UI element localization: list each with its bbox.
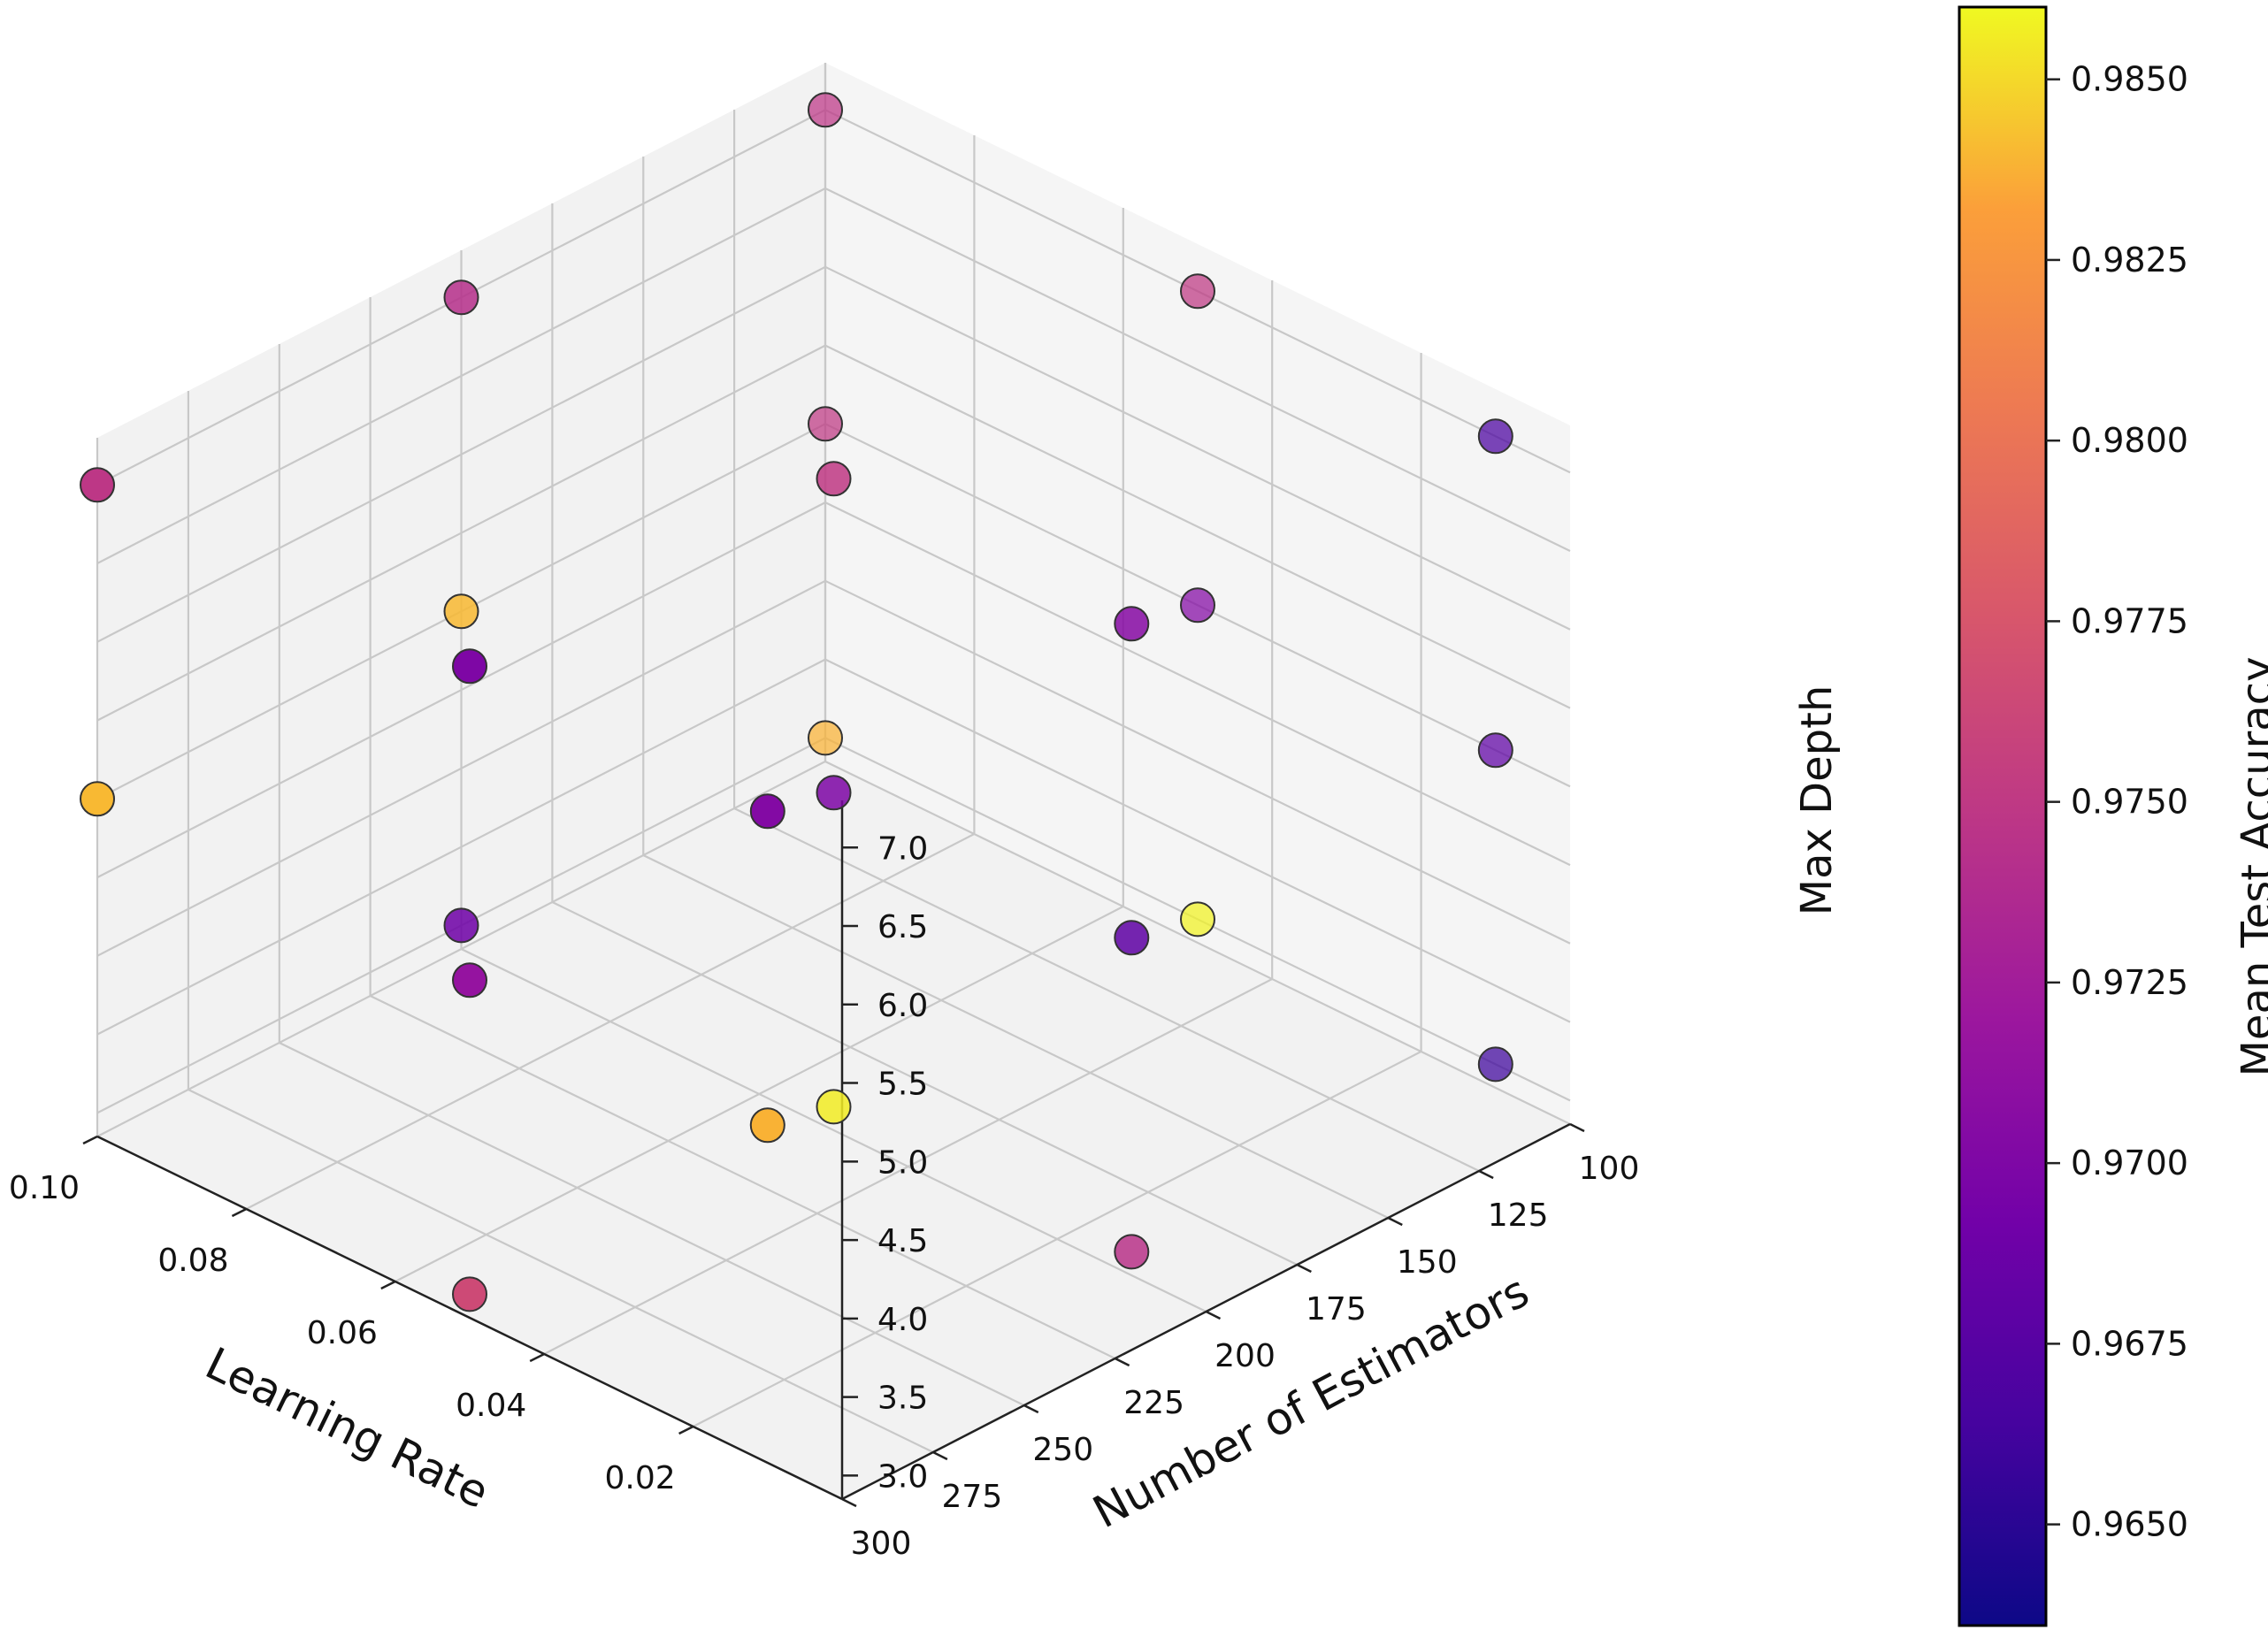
scatter-point [816,1089,852,1125]
gridline-z [96,344,1571,722]
x-axis-line [96,1135,843,1501]
z-tick-label: 3.5 [877,1381,928,1417]
y-tick [1023,1404,1039,1414]
gridline-z [96,187,1571,564]
gridline-y [824,63,1571,1125]
scatter-point [808,406,843,442]
colorbar-tick-label: 0.9750 [2071,783,2188,822]
scatter-point [1477,732,1513,769]
scatter-point [749,793,785,830]
scatter-point [808,720,843,756]
y-tick-label: 275 [942,1479,1003,1515]
scatter-point [816,461,852,497]
z-tick-label: 4.0 [877,1302,928,1338]
y-tick [932,1450,948,1461]
y-tick [1478,1169,1494,1180]
scatter-point [452,1276,487,1312]
y-tick [1205,1310,1222,1320]
colorbar-tick-label: 0.9675 [2071,1324,2188,1363]
x-axis-label: Learning Rate [198,1337,497,1519]
x-tick-label: 0.04 [456,1388,526,1424]
y-tick-label: 300 [851,1526,912,1562]
scatter-point [443,593,479,630]
gridline-z [96,658,1571,1036]
scatter-point [80,467,115,503]
z-tick-label: 6.0 [877,988,928,1024]
scatter-point [1180,901,1215,937]
y-tick-label: 175 [1306,1291,1367,1327]
y-tick [1296,1263,1312,1274]
gridline-y [369,297,1116,1359]
colorbar-tick-label: 0.9825 [2071,241,2188,279]
colorbar-tick-label: 0.9775 [2071,601,2188,640]
colorbar-label: Mean Test Accuracy [2233,657,2268,1077]
x-tick [82,1135,98,1145]
scatter-point [1180,273,1215,310]
y-tick [1569,1122,1585,1133]
scatter-point [1114,1234,1150,1270]
scatter-point [1180,587,1215,624]
z-tick-label: 3.0 [877,1458,928,1495]
y-tick-label: 100 [1579,1151,1640,1187]
colorbar-tick-label: 0.9650 [2071,1505,2188,1544]
scatter-point [1477,1046,1513,1083]
gridline-z [96,265,1571,643]
gridline-y [642,157,1389,1219]
scatter-point [443,279,479,316]
axis-layer: 0.10 0.08 0.06 0.04 0.02 100 125 150 175 200 225 25… [9,800,1639,1562]
x-tick-label: 0.10 [9,1170,80,1206]
gridline-y [460,250,1207,1312]
scatter-point [443,907,479,944]
scatter-point [816,775,852,811]
scatter-point [452,962,487,998]
scatter-point [452,648,487,685]
y-tick-label: 250 [1032,1432,1093,1468]
scatter-point [749,1107,785,1144]
y-tick [1387,1216,1403,1227]
gridline-z [96,579,1571,957]
z-tick-label: 7.0 [877,830,928,867]
x-tick [231,1207,247,1218]
colorbar-tick-label: 0.9725 [2071,963,2188,1002]
z-axis-label: Max Depth [1792,685,1842,916]
x-tick [678,1425,694,1435]
x-tick [380,1280,396,1290]
y-tick [841,1497,857,1508]
gridline-y [187,391,934,1453]
x-tick [529,1352,545,1363]
scatter-point [1114,920,1150,956]
z-tick-label: 5.5 [877,1067,928,1103]
gridline-z [96,501,1571,879]
scatter-point [808,92,843,128]
y-tick-label: 150 [1397,1244,1458,1281]
x-tick-label: 0.02 [605,1460,676,1496]
scatter-point [1114,606,1150,642]
gridline-y [551,203,1298,1266]
colorbar-tick-label: 0.9800 [2071,421,2188,460]
y-tick-label: 200 [1214,1338,1276,1374]
points-layer [80,92,1513,1312]
colorbar-gradient [1958,5,2048,1627]
z-tick-label: 5.0 [877,1144,928,1181]
x-tick-label: 0.08 [157,1243,228,1279]
gridline-y [278,344,1025,1406]
y-tick [1115,1357,1130,1367]
z-tick-label: 6.5 [877,909,928,945]
x-tick-label: 0.06 [307,1315,378,1351]
y-tick-label: 225 [1123,1385,1184,1421]
y-tick-label: 125 [1488,1197,1549,1234]
z-tick-label: 4.5 [877,1223,928,1259]
scatter-point [80,781,115,817]
colorbar-tick-label: 0.9700 [2071,1144,2188,1182]
colorbar-tick-label: 0.9850 [2071,60,2188,99]
colorbar: 0.9650 0.9675 0.9700 0.9725 0.9750 0.9775 0.98… [1958,5,2188,1627]
gridline-y [732,110,1480,1172]
scatter-point [1477,418,1513,455]
